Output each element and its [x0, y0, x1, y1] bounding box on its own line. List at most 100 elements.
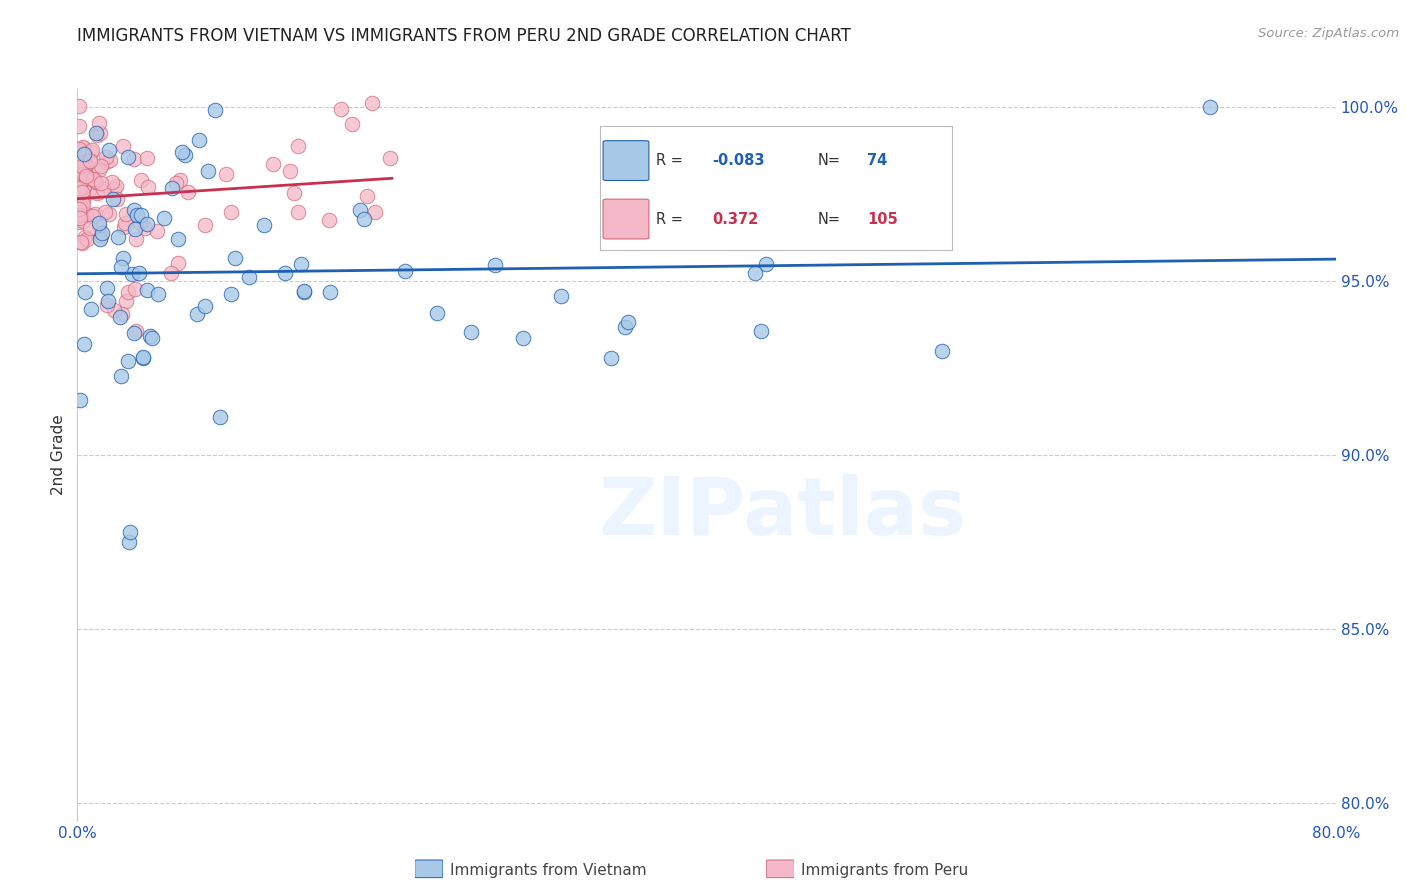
FancyBboxPatch shape — [415, 860, 443, 878]
Point — [329, 103, 352, 117]
Point — [105, 179, 128, 194]
Point — [690, 217, 713, 231]
Point — [426, 306, 449, 320]
Point — [253, 218, 276, 232]
Point — [110, 310, 132, 325]
Point — [91, 226, 114, 240]
Point — [87, 162, 110, 177]
Point — [69, 142, 91, 156]
Text: Immigrants from Peru: Immigrants from Peru — [801, 863, 969, 878]
Y-axis label: 2nd Grade: 2nd Grade — [51, 415, 66, 495]
Point — [167, 255, 190, 269]
Point — [749, 324, 772, 338]
Point — [287, 138, 309, 153]
Point — [356, 188, 378, 202]
Point — [72, 193, 94, 207]
Point — [70, 195, 93, 210]
Point — [73, 337, 96, 351]
Point — [115, 207, 138, 221]
Point — [744, 266, 766, 280]
Point — [606, 153, 628, 167]
Point — [122, 203, 145, 218]
Point — [82, 171, 104, 186]
Point — [77, 170, 100, 185]
Point — [67, 172, 90, 186]
Point — [89, 126, 111, 140]
Point — [72, 159, 94, 173]
Point — [136, 217, 159, 231]
Point — [112, 139, 135, 153]
Point — [125, 208, 148, 222]
Point — [70, 235, 93, 250]
Point — [86, 186, 108, 201]
Point — [125, 232, 148, 246]
Point — [139, 328, 162, 343]
Point — [69, 208, 91, 222]
Point — [512, 331, 534, 345]
Point — [75, 170, 97, 185]
Point — [69, 181, 91, 195]
Point — [72, 197, 94, 211]
Point — [96, 281, 118, 295]
Point — [124, 222, 146, 236]
Point — [79, 153, 101, 168]
Text: IMMIGRANTS FROM VIETNAM VS IMMIGRANTS FROM PERU 2ND GRADE CORRELATION CHART: IMMIGRANTS FROM VIETNAM VS IMMIGRANTS FR… — [77, 27, 851, 45]
Point — [67, 195, 90, 210]
Point — [614, 319, 637, 334]
Point — [96, 298, 118, 312]
Point — [75, 169, 97, 183]
Point — [107, 230, 129, 244]
Point — [194, 299, 217, 313]
Point — [97, 207, 120, 221]
Point — [121, 267, 143, 281]
Point — [67, 99, 90, 113]
Point — [84, 206, 107, 220]
Point — [173, 147, 195, 161]
Point — [238, 270, 260, 285]
Point — [86, 128, 108, 142]
Point — [318, 213, 340, 227]
Point — [122, 326, 145, 340]
Point — [364, 205, 387, 219]
Point — [124, 282, 146, 296]
Point — [292, 284, 315, 298]
Point — [70, 185, 93, 199]
Point — [73, 146, 96, 161]
Point — [1199, 100, 1222, 114]
Point — [187, 133, 209, 147]
Point — [153, 211, 176, 225]
Point — [110, 369, 132, 384]
Point — [134, 221, 156, 235]
Point — [90, 159, 112, 173]
Point — [72, 141, 94, 155]
Point — [141, 331, 163, 345]
Point — [67, 193, 90, 207]
Point — [262, 157, 284, 171]
Point — [114, 215, 136, 229]
Point — [67, 196, 90, 211]
Point — [186, 307, 208, 321]
Point — [394, 264, 416, 278]
Point — [219, 286, 242, 301]
Point — [132, 351, 155, 366]
Point — [101, 175, 124, 189]
Point — [69, 211, 91, 226]
Point — [550, 289, 572, 303]
Point — [128, 266, 150, 280]
Point — [340, 117, 363, 131]
Point — [94, 205, 117, 219]
Point — [460, 326, 482, 340]
Point — [111, 251, 134, 265]
Point — [122, 152, 145, 166]
Point — [378, 151, 401, 165]
Text: Immigrants from Vietnam: Immigrants from Vietnam — [450, 863, 647, 878]
Point — [79, 220, 101, 235]
Point — [97, 294, 120, 309]
Point — [292, 285, 315, 300]
Point — [98, 143, 121, 157]
Point — [90, 229, 112, 244]
Point — [90, 176, 112, 190]
Point — [197, 164, 219, 178]
Point — [80, 145, 103, 159]
Point — [72, 140, 94, 154]
